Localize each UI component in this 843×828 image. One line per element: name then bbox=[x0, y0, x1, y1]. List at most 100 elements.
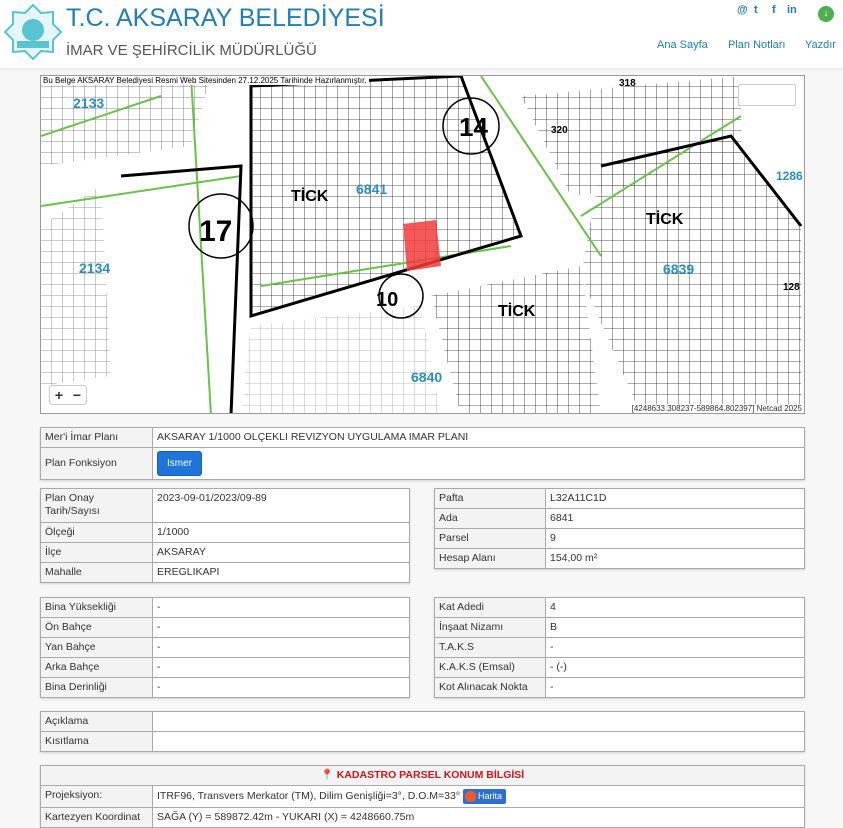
row-label: İlçe bbox=[40, 542, 153, 563]
table-row: Arka Bahçe - bbox=[40, 657, 410, 678]
map-attribution: [4248633.308237-589864.802397] Netcad 20… bbox=[629, 404, 804, 413]
row-label: Ada bbox=[434, 508, 546, 529]
facebook-icon[interactable]: f bbox=[772, 4, 776, 16]
table-row: İlçe AKSARAY bbox=[40, 542, 410, 563]
header: T.C. AKSARAY BELEDİYESİ İMAR VE ŞEHİRCİL… bbox=[0, 0, 843, 68]
nav-plan-notlari[interactable]: Plan Notları bbox=[728, 39, 786, 51]
globe-icon bbox=[465, 791, 477, 803]
selected-parcel[interactable] bbox=[403, 220, 441, 271]
row-label: Bina Yüksekliği bbox=[40, 597, 153, 618]
table-row: 📍 KADASTRO PARSEL KONUM BİLGİSİ bbox=[40, 765, 805, 786]
plan-table: Mer'i İmar Planı AKSARAY 1/1000 OLÇEKLI R… bbox=[40, 427, 805, 480]
table-row: Pafta L32A11C1D bbox=[434, 488, 805, 509]
map-pin-icon: 📍 bbox=[320, 769, 334, 781]
building-table: Bina Yüksekliği - Ön Bahçe - Yan Bahçe - Ar… bbox=[40, 597, 410, 698]
row-value: - (-) bbox=[545, 657, 805, 678]
table-row: Kot Alınacak Nokta - bbox=[434, 677, 805, 698]
kadastro-title: KADASTRO PARSEL KONUM BİLGİSİ bbox=[336, 769, 525, 781]
nav-yazdir[interactable]: Yazdır bbox=[805, 39, 836, 51]
row-label: Projeksiyon: bbox=[40, 785, 153, 808]
map-label: 2134 bbox=[79, 260, 110, 276]
table-row: Parsel 9 bbox=[434, 528, 805, 549]
table-row: Mer'i İmar Planı AKSARAY 1/1000 OLÇEKLI R… bbox=[40, 427, 805, 448]
row-value: SAĞA (Y) = 589872.42m - YUKARI (X) = 424… bbox=[152, 807, 805, 828]
site-subtitle: İMAR VE ŞEHİRCİLİK MÜDÜRLÜĞÜ bbox=[66, 42, 317, 59]
twitter-icon[interactable]: t bbox=[754, 4, 758, 16]
map-label: 10 bbox=[376, 289, 398, 311]
table-row: Açıklama bbox=[40, 711, 805, 732]
plan-function-button[interactable]: Ismer bbox=[157, 451, 202, 476]
table-row: K.A.K.S (Emsal) - (-) bbox=[434, 657, 805, 678]
map-label: 6841 bbox=[356, 181, 387, 197]
email-icon[interactable]: @ bbox=[737, 4, 748, 16]
row-label: İnşaat Nizamı bbox=[434, 617, 546, 638]
row-value: AKSARAY 1/1000 OLÇEKLI REVIZYON UYGULAMA… bbox=[152, 427, 805, 448]
table-row: Ölçeği 1/1000 bbox=[40, 522, 410, 543]
harita-label: Harita bbox=[478, 791, 503, 801]
zoning-map[interactable]: 2133 TİCK 6841 14 2134 17 10 TİCK 6840 T… bbox=[40, 75, 805, 414]
row-value: - bbox=[152, 637, 410, 658]
row-label: Arka Bahçe bbox=[40, 657, 153, 678]
map-label: 6839 bbox=[663, 261, 694, 277]
row-label: Plan Onay Tarih/Sayısı bbox=[40, 488, 153, 523]
table-row: Kartezyen Koordinat SAĞA (Y) = 589872.42m… bbox=[40, 807, 805, 828]
row-value bbox=[152, 731, 805, 752]
parcel-info-table: Pafta L32A11C1D Ada 6841 Parsel 9 Hesap Ala… bbox=[434, 488, 805, 569]
row-label: Hesap Alanı bbox=[434, 548, 546, 569]
row-value: - bbox=[152, 677, 410, 698]
map-label: 320 bbox=[551, 125, 568, 136]
row-value: 4 bbox=[545, 597, 805, 618]
map-label: TİCK bbox=[291, 187, 329, 205]
row-value: L32A11C1D bbox=[545, 488, 805, 509]
zoom-in-button[interactable]: + bbox=[54, 387, 64, 403]
row-value: - bbox=[152, 597, 410, 618]
row-label: Mahalle bbox=[40, 562, 153, 583]
row-label: Mer'i İmar Planı bbox=[40, 427, 153, 448]
row-value: - bbox=[545, 677, 805, 698]
document-notice: Bu Belge AKSARAY Belediyesi Resmi Web Si… bbox=[41, 76, 369, 85]
table-row: Yan Bahçe - bbox=[40, 637, 410, 658]
zoom-out-button[interactable]: − bbox=[72, 387, 82, 403]
notes-table: Açıklama Kısıtlama bbox=[40, 711, 805, 752]
layer-switcher-button[interactable] bbox=[738, 84, 796, 106]
kadastro-header: 📍 KADASTRO PARSEL KONUM BİLGİSİ bbox=[40, 765, 805, 786]
row-label: Pafta bbox=[434, 488, 546, 509]
table-row: İnşaat Nizamı B bbox=[434, 617, 805, 638]
row-label: Yan Bahçe bbox=[40, 637, 153, 658]
map-label: 2133 bbox=[73, 95, 104, 111]
row-value: 2023-09-01/2023/09-89 bbox=[152, 488, 410, 523]
row-value: AKSARAY bbox=[152, 542, 410, 563]
row-value bbox=[152, 711, 805, 732]
map-label: TİCK bbox=[646, 210, 684, 228]
row-label: Ölçeği bbox=[40, 522, 153, 543]
table-row: Ada 6841 bbox=[434, 508, 805, 529]
table-row: Mahalle EREGLIKAPI bbox=[40, 562, 410, 583]
map-canvas[interactable]: 2133 TİCK 6841 14 2134 17 10 TİCK 6840 T… bbox=[41, 76, 805, 414]
row-label: Parsel bbox=[434, 528, 546, 549]
row-label: Kısıtlama bbox=[40, 731, 153, 752]
nav-ana-sayfa[interactable]: Ana Sayfa bbox=[657, 39, 708, 51]
map-label: 14 bbox=[459, 112, 488, 142]
row-label: Kat Adedi bbox=[434, 597, 546, 618]
harita-button[interactable]: Harita bbox=[463, 789, 507, 804]
table-row: Plan Onay Tarih/Sayısı 2023-09-01/2023/09… bbox=[40, 488, 410, 523]
row-label: Kot Alınacak Nokta bbox=[434, 677, 546, 698]
row-value: ITRF96, Transvers Merkator (TM), Dilim G… bbox=[157, 790, 461, 802]
row-label: Bina Derinliği bbox=[40, 677, 153, 698]
table-row: Bina Derinliği - bbox=[40, 677, 410, 698]
table-row: Hesap Alanı 154,00 m² bbox=[434, 548, 805, 569]
table-row: Plan Fonksiyon Ismer bbox=[40, 447, 805, 480]
linkedin-icon[interactable]: in bbox=[787, 4, 797, 16]
download-icon[interactable]: ↓ bbox=[818, 6, 834, 22]
row-value: 1/1000 bbox=[152, 522, 410, 543]
row-label: Açıklama bbox=[40, 711, 153, 732]
table-row: Ön Bahçe - bbox=[40, 617, 410, 638]
row-value: EREGLIKAPI bbox=[152, 562, 410, 583]
row-value: B bbox=[545, 617, 805, 638]
row-label: K.A.K.S (Emsal) bbox=[434, 657, 546, 678]
row-label: T.A.K.S bbox=[434, 637, 546, 658]
row-value: 6841 bbox=[545, 508, 805, 529]
row-value: - bbox=[545, 637, 805, 658]
site-title: T.C. AKSARAY BELEDİYESİ bbox=[66, 4, 385, 32]
row-label: Ön Bahçe bbox=[40, 617, 153, 638]
